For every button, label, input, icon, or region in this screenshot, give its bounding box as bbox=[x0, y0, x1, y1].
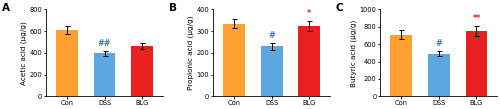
Bar bbox=[132, 46, 153, 96]
Text: C: C bbox=[336, 3, 344, 13]
Bar bbox=[390, 35, 412, 96]
Text: *: * bbox=[308, 9, 312, 18]
Bar bbox=[298, 26, 320, 96]
Text: B: B bbox=[169, 3, 177, 13]
Bar bbox=[56, 30, 78, 96]
Text: #: # bbox=[268, 31, 275, 40]
Bar bbox=[466, 31, 487, 96]
Bar bbox=[223, 24, 245, 96]
Y-axis label: Propionic acid (μg/g): Propionic acid (μg/g) bbox=[188, 16, 194, 90]
Bar bbox=[428, 54, 450, 96]
Y-axis label: Acetic acid (μg/g): Acetic acid (μg/g) bbox=[21, 21, 28, 85]
Y-axis label: Butyric acid (μg/g): Butyric acid (μg/g) bbox=[351, 19, 358, 87]
Text: ##: ## bbox=[98, 39, 112, 48]
Bar bbox=[94, 53, 116, 96]
Bar bbox=[260, 46, 282, 96]
Text: A: A bbox=[2, 3, 10, 13]
Text: **: ** bbox=[472, 14, 480, 23]
Text: #: # bbox=[436, 39, 442, 48]
